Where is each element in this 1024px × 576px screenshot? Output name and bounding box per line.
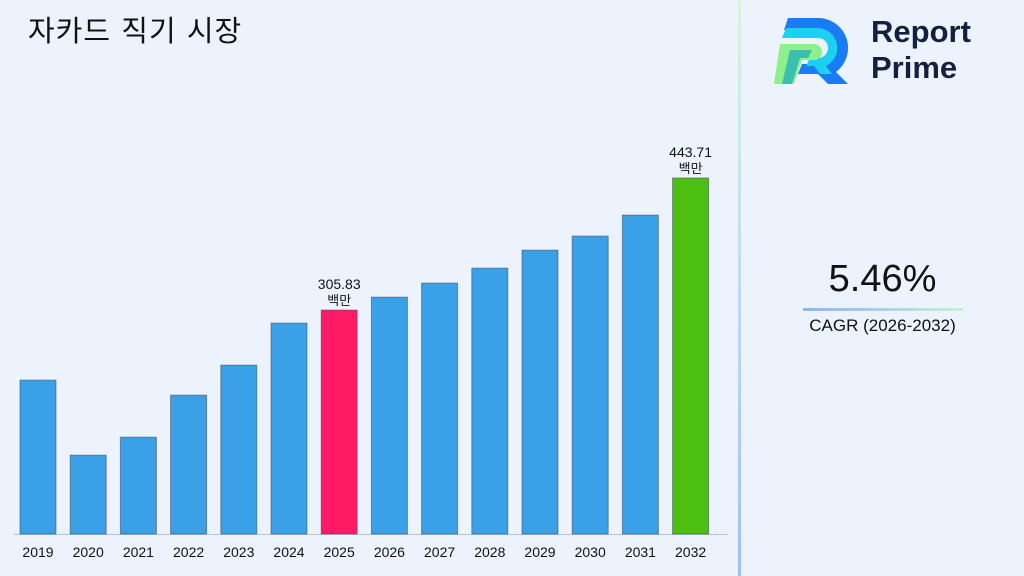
x-tick-label: 2019: [22, 544, 53, 560]
divider: [738, 0, 741, 576]
bar-2023: [220, 364, 258, 535]
bar-2032: [672, 177, 710, 535]
bar-2027: [421, 282, 459, 535]
bar-2025: [320, 309, 358, 535]
bar-2026: [370, 296, 408, 535]
x-tick-label: 2028: [474, 544, 505, 560]
bar-chart: 2019 2020 2021 2022 2023 2024 2025 305.83 백만 2026…: [14, 144, 728, 560]
data-label-unit: 백만: [327, 294, 351, 309]
x-tick-label: 2020: [73, 544, 104, 560]
bar-2031: [621, 214, 659, 535]
bar-2029: [521, 249, 559, 535]
report-prime-logo-icon: [774, 18, 849, 84]
x-tick-label: 2022: [173, 544, 204, 560]
x-tick-label: 2030: [575, 544, 606, 560]
data-label-value: 443.71: [669, 144, 712, 160]
x-tick-label: 2021: [123, 544, 154, 560]
bar-2022: [170, 394, 208, 535]
brand-line-2: Prime: [871, 50, 958, 85]
chart-title: 자카드 직기 시장: [28, 14, 243, 48]
brand-name: Report Prime: [871, 14, 971, 86]
x-tick-label: 2025: [324, 544, 355, 560]
data-label-unit: 백만: [679, 162, 703, 177]
x-tick-label: 2023: [223, 544, 254, 560]
bar-2024: [270, 322, 308, 535]
bar-2021: [119, 436, 157, 535]
bar-2019: [19, 379, 57, 535]
x-tick-label: 2031: [625, 544, 656, 560]
bar-2028: [471, 267, 509, 535]
cagr-label: CAGR (2026-2032): [809, 316, 956, 335]
x-tick-label: 2029: [524, 544, 555, 560]
x-tick-label: 2024: [273, 544, 304, 560]
x-tick-label: 2026: [374, 544, 405, 560]
cagr-underline: [803, 308, 963, 311]
bar-2030: [571, 235, 609, 535]
x-tick-label: 2032: [675, 544, 706, 560]
data-label-value: 305.83: [318, 276, 361, 292]
x-tick-label: 2027: [424, 544, 455, 560]
cagr-value: 5.46%: [828, 258, 937, 300]
bar-2020: [69, 454, 107, 535]
brand-line-1: Report: [871, 14, 971, 49]
